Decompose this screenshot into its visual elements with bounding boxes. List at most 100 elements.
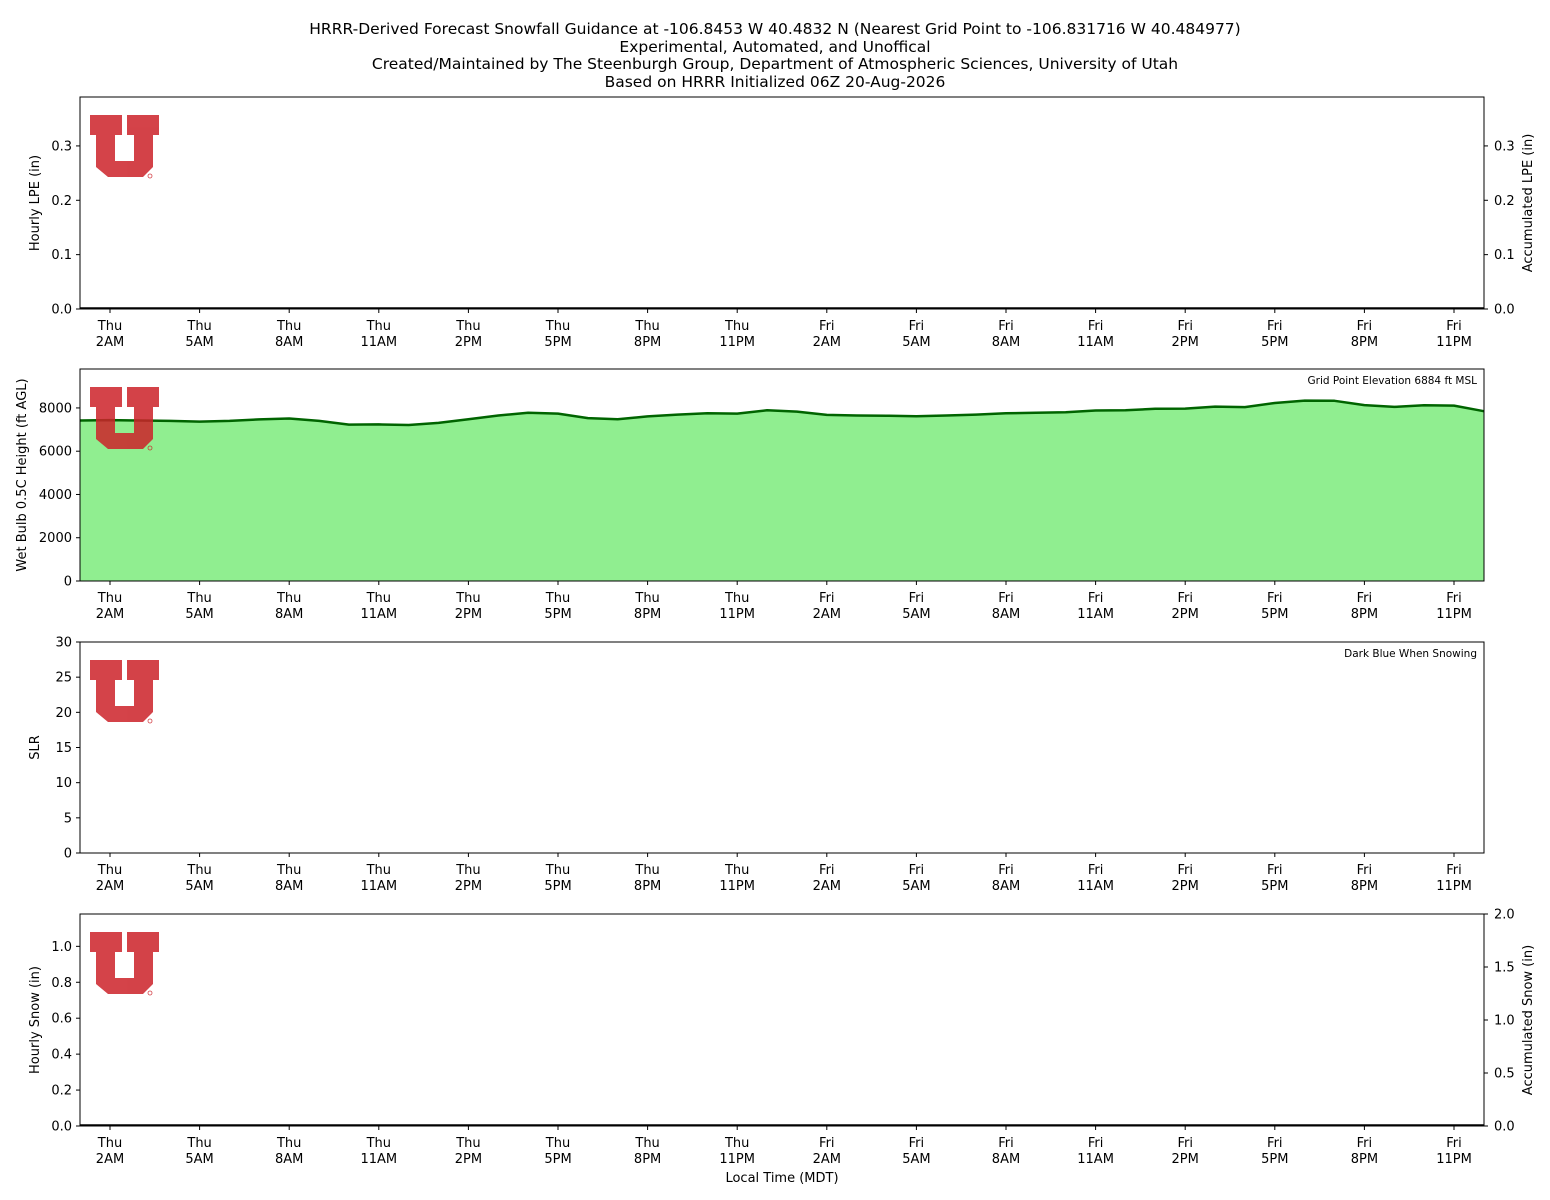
x-tick-day-label: Fri: [819, 591, 835, 606]
x-tick-time-label: 8PM: [1351, 607, 1378, 622]
x-tick-time-label: 11PM: [719, 607, 755, 622]
x-tick-day-label: Fri: [1267, 319, 1283, 334]
x-tick-day-label: Fri: [1177, 1136, 1193, 1151]
x-tick-time-label: 8AM: [275, 335, 303, 350]
y-right-tick-label: 1.5: [1494, 961, 1515, 976]
y-tick-label: 0.3: [51, 139, 72, 154]
x-tick-time-label: 2AM: [96, 335, 124, 350]
x-tick-day-label: Thu: [97, 319, 122, 334]
title-line-4: Based on HRRR Initialized 06Z 20-Aug-202…: [604, 72, 946, 91]
x-tick-day-label: Thu: [186, 319, 211, 334]
x-tick-time-label: 11PM: [1436, 607, 1472, 622]
x-tick-day-label: Fri: [1357, 1136, 1373, 1151]
x-tick-time-label: 8PM: [1351, 1152, 1378, 1167]
x-tick-day-label: Fri: [1357, 863, 1373, 878]
y-right-tick-label: 0.3: [1494, 139, 1515, 154]
plot-area: [80, 97, 1484, 309]
x-tick-day-label: Fri: [819, 1136, 835, 1151]
plot-area: [80, 642, 1484, 853]
x-tick-day-label: Thu: [545, 863, 570, 878]
x-tick-time-label: 5PM: [1261, 879, 1288, 894]
x-tick-day-label: Fri: [909, 863, 925, 878]
x-tick-day-label: Thu: [724, 863, 749, 878]
x-tick-day-label: Fri: [1357, 319, 1373, 334]
x-tick-time-label: 11AM: [360, 1152, 397, 1167]
utah-u-shape: [90, 660, 159, 722]
x-tick-day-label: Fri: [998, 591, 1014, 606]
x-tick-time-label: 2PM: [455, 335, 482, 350]
x-tick-day-label: Fri: [998, 319, 1014, 334]
x-tick-time-label: 11PM: [719, 1152, 755, 1167]
y-right-tick-label: 0.0: [1494, 303, 1515, 318]
x-tick-time-label: 2AM: [96, 879, 124, 894]
panel-4: 0.0 0.2 0.4 0.6 0.8 1.0 0.0 0.5 1.0 1.5 2.0 Accumul…: [28, 908, 1536, 1187]
x-tick-day-label: Fri: [1446, 863, 1462, 878]
panel-3: 051015202530SLRThu2AMThu5AMThu8AMThu11AM…: [28, 636, 1485, 894]
x-tick-time-label: 2PM: [1172, 607, 1199, 622]
x-tick-day-label: Thu: [634, 591, 659, 606]
y-tick-label: 0.2: [51, 1084, 72, 1099]
x-tick-day-label: Fri: [909, 1136, 925, 1151]
x-tick-time-label: 5AM: [185, 607, 213, 622]
utah-u-logo-icon: [90, 932, 159, 996]
y-tick-label: 30: [55, 636, 72, 651]
x-tick-time-label: 11AM: [1077, 607, 1114, 622]
y-tick-label: 0.1: [51, 248, 72, 263]
x-axis-label: Local Time (MDT): [725, 1171, 838, 1186]
x-tick-day-label: Fri: [1177, 863, 1193, 878]
x-tick-day-label: Fri: [998, 1136, 1014, 1151]
x-tick-time-label: 11AM: [1077, 335, 1114, 350]
x-tick-day-label: Thu: [366, 319, 391, 334]
title-line-3: Created/Maintained by The Steenburgh Gro…: [371, 55, 1179, 73]
y-tick-label: 0.0: [51, 1120, 72, 1135]
x-tick-time-label: 5PM: [1261, 1152, 1288, 1167]
utah-u-shape: [90, 932, 159, 994]
utah-u-shape: [90, 115, 159, 177]
x-tick-time-label: 5AM: [902, 335, 930, 350]
x-tick-time-label: 8AM: [275, 1152, 303, 1167]
y-tick-label: 0.4: [51, 1048, 72, 1063]
y-tick-label: 10: [55, 776, 72, 791]
x-tick-day-label: Fri: [1267, 591, 1283, 606]
x-tick-time-label: 8AM: [992, 1152, 1020, 1167]
x-tick-day-label: Fri: [998, 863, 1014, 878]
x-tick-day-label: Fri: [1088, 591, 1104, 606]
x-tick-day-label: Thu: [634, 1136, 659, 1151]
x-tick-day-label: Thu: [366, 591, 391, 606]
x-tick-day-label: Thu: [186, 591, 211, 606]
x-tick-day-label: Thu: [186, 1136, 211, 1151]
x-tick-day-label: Thu: [724, 1136, 749, 1151]
x-tick-time-label: 2PM: [1172, 1152, 1199, 1167]
title-line-2: Experimental, Automated, and Unoffical: [619, 37, 931, 56]
wet-bulb-area: [80, 400, 1484, 581]
y-tick-label: 4000: [39, 488, 72, 503]
x-tick-day-label: Thu: [634, 863, 659, 878]
registered-mark-icon: [147, 718, 153, 724]
x-tick-time-label: 5AM: [902, 879, 930, 894]
x-tick-day-label: Thu: [724, 591, 749, 606]
x-tick-day-label: Fri: [1088, 319, 1104, 334]
y-tick-label: 0.0: [51, 303, 72, 318]
x-tick-time-label: 11AM: [360, 335, 397, 350]
x-tick-day-label: Fri: [1446, 1136, 1462, 1151]
x-tick-time-label: 5PM: [1261, 607, 1288, 622]
x-tick-day-label: Fri: [909, 591, 925, 606]
y-tick-label: 0: [64, 847, 72, 862]
x-tick-time-label: 11AM: [1077, 879, 1114, 894]
x-tick-day-label: Thu: [545, 1136, 570, 1151]
x-tick-day-label: Thu: [545, 319, 570, 334]
x-tick-day-label: Thu: [455, 591, 480, 606]
x-tick-time-label: 8PM: [634, 1152, 661, 1167]
x-tick-time-label: 11AM: [1077, 1152, 1114, 1167]
x-tick-time-label: 8PM: [634, 335, 661, 350]
y-tick-label: 0.2: [51, 194, 72, 209]
y-right-axis-label: Accumulated Snow (in): [1521, 945, 1536, 1095]
y-tick-label: 25: [55, 671, 72, 686]
plot-frame: [79, 96, 1485, 310]
y-right-tick-label: 0.0: [1494, 1120, 1515, 1135]
x-tick-day-label: Fri: [1446, 319, 1462, 334]
panel-2: 0 2000 4000 6000 8000 Wet Bulb 0.5C Height (f…: [15, 368, 1485, 622]
x-tick-day-label: Thu: [186, 863, 211, 878]
x-tick-day-label: Thu: [724, 319, 749, 334]
x-tick-time-label: 8AM: [992, 335, 1020, 350]
